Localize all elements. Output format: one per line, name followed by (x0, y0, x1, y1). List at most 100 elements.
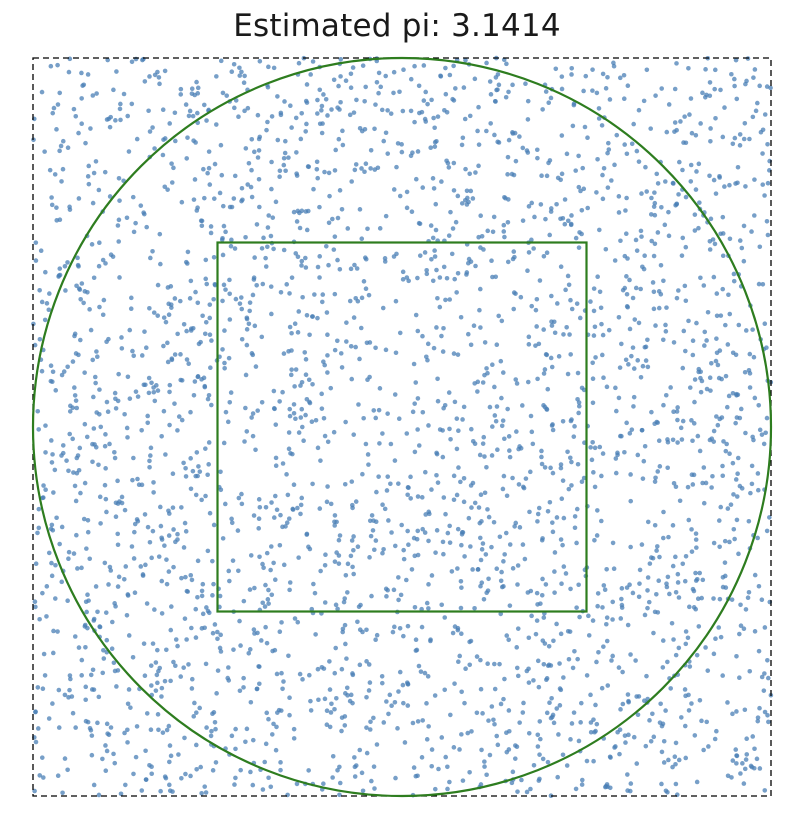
scatter-point (569, 213, 574, 218)
scatter-point (320, 121, 325, 126)
scatter-point (714, 728, 719, 734)
scatter-point (537, 752, 542, 757)
scatter-point (155, 712, 161, 717)
scatter-point (524, 148, 530, 153)
scatter-point (247, 308, 252, 314)
scatter-point (454, 416, 460, 421)
scatter-point (397, 330, 403, 336)
scatter-point (349, 179, 354, 184)
scatter-point (631, 404, 636, 409)
scatter-point (689, 549, 695, 554)
scatter-point (539, 448, 544, 454)
scatter-point (665, 439, 671, 445)
scatter-point (410, 720, 416, 726)
scatter-point (426, 606, 431, 611)
scatter-point (712, 736, 718, 742)
scatter-point (396, 689, 401, 694)
scatter-point (550, 470, 556, 476)
scatter-point (565, 273, 571, 279)
scatter-point (517, 444, 522, 449)
scatter-point (357, 747, 363, 753)
scatter-point (733, 57, 739, 63)
scatter-point (560, 542, 565, 548)
scatter-point (724, 441, 729, 447)
scatter-point (731, 271, 737, 277)
scatter-point (88, 672, 94, 678)
scatter-point (734, 391, 739, 397)
scatter-point (345, 561, 351, 567)
scatter-point (405, 703, 411, 708)
scatter-point (637, 567, 643, 573)
scatter-point (371, 518, 376, 523)
scatter-point (91, 394, 96, 400)
scatter-point (358, 325, 364, 331)
scatter-point (251, 627, 257, 632)
scatter-point (244, 327, 250, 332)
scatter-point (495, 742, 501, 748)
scatter-point (448, 436, 453, 442)
scatter-point (655, 544, 660, 549)
scatter-point (605, 185, 611, 190)
scatter-point (392, 543, 398, 549)
scatter-point (60, 443, 66, 448)
scatter-point (497, 661, 502, 667)
scatter-point (737, 143, 743, 148)
scatter-point (250, 292, 256, 298)
scatter-point (85, 529, 91, 535)
scatter-point (129, 101, 135, 107)
scatter-point (635, 712, 641, 718)
scatter-point (470, 567, 475, 572)
scatter-point (690, 338, 696, 344)
scatter-point (192, 700, 197, 706)
scatter-point (424, 600, 430, 606)
scatter-point (619, 433, 624, 439)
scatter-point (139, 427, 144, 433)
scatter-point (459, 585, 464, 590)
scatter-point (376, 474, 381, 479)
scatter-point (150, 641, 156, 646)
scatter-point (519, 777, 524, 783)
scatter-point (162, 543, 167, 548)
scatter-point (648, 126, 653, 131)
scatter-point (363, 84, 368, 90)
scatter-point (56, 687, 62, 693)
scatter-point (572, 525, 578, 531)
scatter-point (529, 237, 534, 243)
scatter-point (220, 90, 226, 96)
scatter-point (264, 127, 269, 133)
scatter-point (515, 626, 521, 631)
scatter-point (448, 209, 453, 215)
scatter-point (199, 497, 204, 503)
scatter-point (159, 694, 164, 699)
scatter-point (478, 325, 483, 330)
scatter-point (447, 779, 452, 785)
scatter-point (83, 697, 88, 703)
scatter-point (370, 528, 376, 533)
scatter-point (428, 223, 434, 228)
scatter-point (569, 417, 574, 422)
scatter-point (286, 349, 291, 354)
scatter-point (74, 283, 79, 289)
scatter-point (742, 766, 748, 772)
scatter-point (502, 552, 507, 557)
scatter-point (752, 395, 758, 401)
scatter-point (170, 471, 176, 477)
scatter-point (323, 243, 329, 249)
scatter-point (435, 295, 440, 301)
scatter-point (147, 306, 152, 311)
scatter-point (736, 322, 742, 328)
scatter-point (265, 597, 271, 602)
scatter-point (676, 645, 682, 651)
scatter-point (57, 541, 62, 547)
scatter-point (130, 654, 136, 660)
scatter-point (413, 312, 419, 318)
scatter-point (702, 329, 708, 335)
scatter-point (303, 265, 309, 270)
scatter-point (319, 665, 325, 670)
scatter-point (100, 257, 106, 263)
scatter-point (706, 744, 711, 749)
scatter-point (501, 229, 507, 234)
scatter-point (619, 586, 625, 591)
scatter-point (477, 286, 483, 292)
scatter-point (517, 720, 522, 725)
